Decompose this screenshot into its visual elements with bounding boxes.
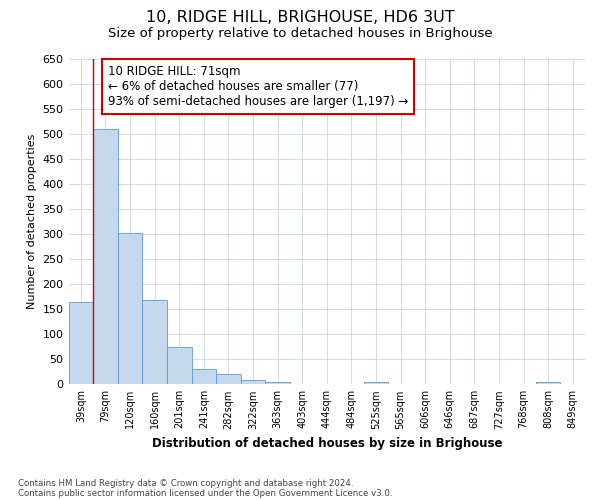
Bar [364, 382, 388, 384]
Bar [93, 129, 118, 384]
Text: 10 RIDGE HILL: 71sqm
← 6% of detached houses are smaller (77)
93% of semi-detach: 10 RIDGE HILL: 71sqm ← 6% of detached ho… [108, 65, 408, 108]
Bar [216, 374, 241, 384]
Text: Contains public sector information licensed under the Open Government Licence v3: Contains public sector information licen… [18, 488, 392, 498]
Bar [118, 232, 142, 384]
Text: Size of property relative to detached houses in Brighouse: Size of property relative to detached ho… [107, 28, 493, 40]
Bar [142, 300, 167, 384]
Bar [68, 302, 93, 384]
X-axis label: Distribution of detached houses by size in Brighouse: Distribution of detached houses by size … [152, 437, 502, 450]
Bar [241, 380, 265, 384]
Bar [167, 347, 191, 385]
Bar [191, 369, 216, 384]
Y-axis label: Number of detached properties: Number of detached properties [27, 134, 37, 310]
Bar [265, 382, 290, 384]
Text: Contains HM Land Registry data © Crown copyright and database right 2024.: Contains HM Land Registry data © Crown c… [18, 478, 353, 488]
Bar [536, 382, 560, 384]
Text: 10, RIDGE HILL, BRIGHOUSE, HD6 3UT: 10, RIDGE HILL, BRIGHOUSE, HD6 3UT [146, 10, 454, 25]
